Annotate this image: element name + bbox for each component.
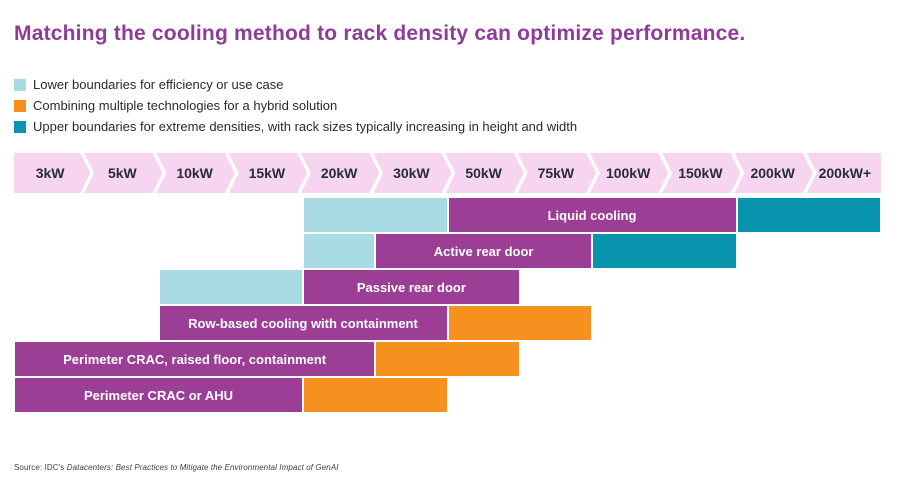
bar-label: Passive rear door <box>356 279 466 295</box>
bar-primary-perimeter-crac-or-ahu: Perimeter CRAC or AHU <box>15 378 302 412</box>
bar-hybrid-perimeter-crac-or-ahu <box>304 378 447 412</box>
scale-tick-15kW: 15kW <box>248 165 286 181</box>
legend-swatch <box>14 78 26 91</box>
bar-primary-perimeter-crac-raised-floor-containment: Perimeter CRAC, raised floor, containmen… <box>15 342 375 376</box>
bar-upper-liquid-cooling <box>737 198 880 232</box>
bar-label: Liquid cooling <box>547 207 637 223</box>
scale-tick-200kW: 200kW <box>750 165 795 181</box>
scale-tick-100kW: 100kW <box>605 165 651 181</box>
scale-tick-75kW: 75kW <box>537 165 575 181</box>
density-scale-band: 3kW 5kW 10kW 15kW 20kW 30kW 50kW 75kW 100kW 150kW… <box>14 150 881 196</box>
legend-label: Combining multiple technologies for a hy… <box>33 98 338 113</box>
scale-chevron-separators <box>79 150 817 196</box>
bar-hybrid-perimeter-crac-raised-floor-containment <box>376 342 519 376</box>
scale-tick-150kW: 150kW <box>678 165 723 181</box>
source-note: Source: IDC's Datacenters: Best Practice… <box>14 463 339 472</box>
source-prefix: Source: IDC's <box>14 463 67 472</box>
bar-label: Row-based cooling with containment <box>188 315 418 331</box>
legend-swatch <box>14 99 26 112</box>
bar-label: Active rear door <box>433 243 534 259</box>
source-citation: Datacenters: Best Practices to Mitigate … <box>66 463 339 472</box>
scale-tick-200kW+: 200kW+ <box>818 165 872 181</box>
bar-label: Perimeter CRAC, raised floor, containmen… <box>63 351 327 367</box>
scale-tick-50kW: 50kW <box>465 165 502 181</box>
scale-tick-30kW: 30kW <box>393 165 430 181</box>
bar-upper-active-rear-door <box>593 234 736 268</box>
bar-lower-passive-rear-door <box>159 270 302 304</box>
legend-label: Lower boundaries for efficiency or use c… <box>33 77 284 92</box>
bar-primary-active-rear-door: Active rear door <box>376 234 591 268</box>
legend-item: Upper boundaries for extreme densities, … <box>14 116 577 137</box>
bar-primary-passive-rear-door: Passive rear door <box>304 270 519 304</box>
scale-tick-20kW: 20kW <box>320 165 358 181</box>
bar-label: Perimeter CRAC or AHU <box>83 387 234 403</box>
legend-swatch <box>14 120 26 133</box>
bar-lower-liquid-cooling <box>304 198 447 232</box>
bar-lower-active-rear-door <box>304 234 375 268</box>
scale-tick-10kW: 10kW <box>176 165 213 181</box>
scale-tick-5kW: 5kW <box>107 165 137 181</box>
page-title: Matching the cooling method to rack dens… <box>14 22 746 45</box>
bar-primary-row-based-cooling-with-containment: Row-based cooling with containment <box>159 306 447 340</box>
legend: Lower boundaries for efficiency or use c… <box>14 74 577 137</box>
legend-item: Combining multiple technologies for a hy… <box>14 95 577 116</box>
legend-item: Lower boundaries for efficiency or use c… <box>14 74 577 95</box>
bar-hybrid-row-based-cooling-with-containment <box>448 306 591 340</box>
bar-primary-liquid-cooling: Liquid cooling <box>448 198 736 232</box>
scale-tick-3kW: 3kW <box>35 165 65 181</box>
legend-label: Upper boundaries for extreme densities, … <box>33 119 578 134</box>
